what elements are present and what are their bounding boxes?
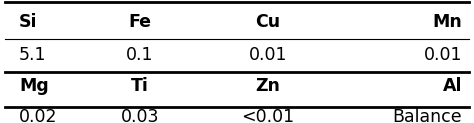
Text: Fe: Fe <box>128 13 151 31</box>
Text: 0.02: 0.02 <box>19 108 57 123</box>
Text: Si: Si <box>19 13 37 31</box>
Text: 0.1: 0.1 <box>126 46 154 64</box>
Text: Ti: Ti <box>131 77 149 95</box>
Text: Cu: Cu <box>255 13 281 31</box>
Text: 0.03: 0.03 <box>120 108 159 123</box>
Text: 0.01: 0.01 <box>248 46 287 64</box>
Text: <0.01: <0.01 <box>241 108 294 123</box>
Text: 5.1: 5.1 <box>19 46 46 64</box>
Text: Zn: Zn <box>255 77 280 95</box>
Text: Balance: Balance <box>392 108 462 123</box>
Text: 0.01: 0.01 <box>424 46 462 64</box>
Text: Al: Al <box>443 77 462 95</box>
Text: Mn: Mn <box>432 13 462 31</box>
Text: Mg: Mg <box>19 77 49 95</box>
